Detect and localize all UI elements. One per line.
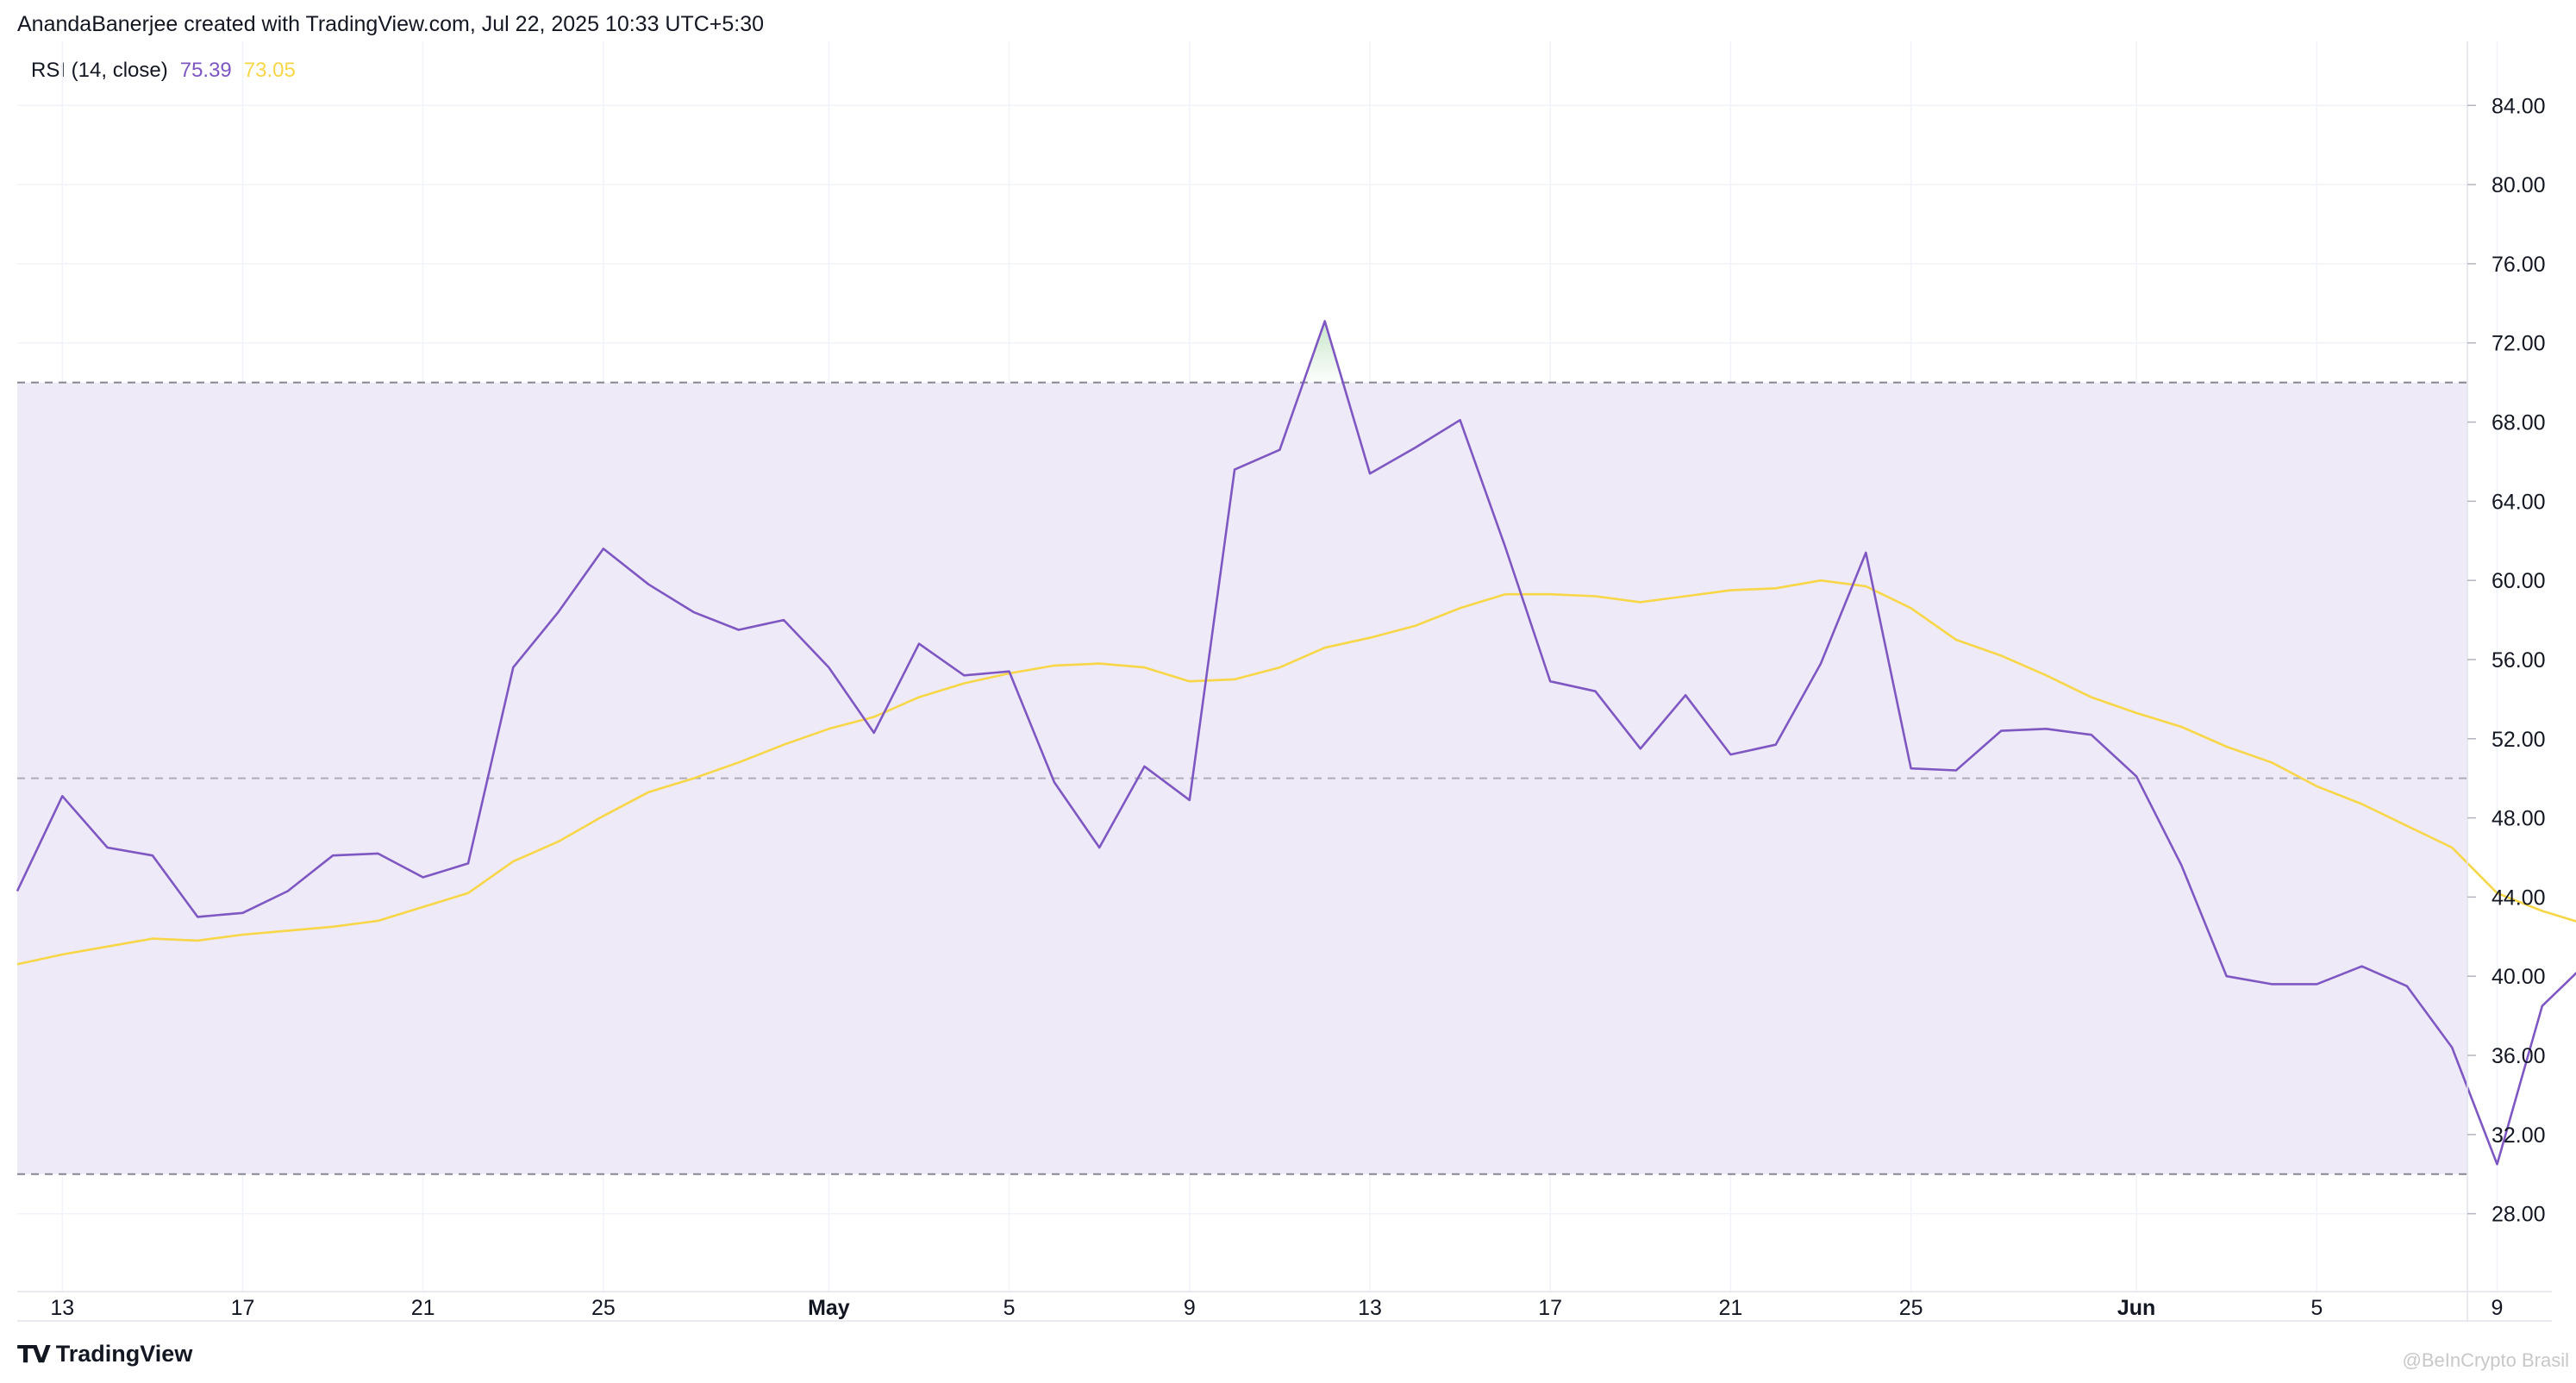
y-tick-label-2: 36.00 [2492,1044,2546,1068]
price-axis[interactable]: 28.00 32.00 36.00 40.00 44.00 48.00 52.00 56.00… [2467,41,2546,1321]
x-tick-label-4: May [808,1296,850,1320]
tradingview-logo[interactable]: TV TradingView [17,1340,192,1368]
chart-attribution: AnandaBanerjee created with TradingView.… [17,12,765,36]
rsi-line [16,320,2576,1166]
time-axis[interactable]: 13172125May5913172125Jun5913172125Jul591… [17,1291,2576,1322]
x-tick-label-13: 9 [2492,1296,2504,1320]
chart-series [16,320,2576,1166]
rsi-value: 75.39 [179,59,232,82]
y-tick-label-7: 56.00 [2492,648,2546,673]
x-tick-label-3: 25 [591,1296,616,1320]
x-tick-label-7: 13 [1358,1296,1382,1320]
x-tick-label-2: 21 [411,1296,435,1320]
x-tick-label-0: 13 [50,1296,74,1320]
y-tick-label-8: 60.00 [2492,569,2546,593]
y-tick-label-14: 84.00 [2492,94,2546,118]
x-tick-label-10: 25 [1899,1296,1923,1320]
watermark: @BeInCrypto Brasil [2402,1349,2569,1371]
x-tick-label-1: 17 [231,1296,255,1320]
x-tick-label-12: 5 [2310,1296,2323,1320]
overbought-fill [1303,321,1343,383]
y-tick-label-6: 52.00 [2492,728,2546,752]
y-tick-label-12: 76.00 [2492,253,2546,277]
y-tick-label-11: 72.00 [2492,332,2546,356]
y-tick-label-1: 32.00 [2492,1123,2546,1148]
y-tick-label-4: 44.00 [2492,885,2546,910]
y-tick-label-3: 40.00 [2492,965,2546,989]
rsi-bands [17,381,2467,1175]
rsi-ma-value: 73.05 [243,59,296,82]
tradingview-brand: TradingView [55,1341,193,1367]
x-tick-label-8: 17 [1538,1296,1562,1320]
indicator-legend[interactable]: RSI (14, close) 75.39 73.05 [31,59,296,83]
x-tick-label-9: 21 [1718,1296,1742,1320]
x-tick-label-6: 9 [1184,1296,1196,1320]
rsi-band-fill [17,382,2467,1174]
indicator-name[interactable]: RSI (14, close) [31,59,168,82]
y-tick-label-10: 68.00 [2492,411,2546,435]
y-tick-label-13: 80.00 [2492,173,2546,197]
rsi-ma-line [16,579,2576,966]
y-tick-label-5: 48.00 [2492,807,2546,831]
y-tick-label-9: 64.00 [2492,490,2546,514]
x-tick-label-5: 5 [1004,1296,1016,1320]
x-tick-label-11: Jun [2117,1296,2155,1320]
y-tick-label-0: 28.00 [2492,1203,2546,1227]
tradingview-icon: TV [17,1340,51,1368]
